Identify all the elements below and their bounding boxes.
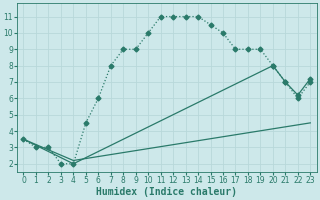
X-axis label: Humidex (Indice chaleur): Humidex (Indice chaleur) — [96, 186, 237, 197]
